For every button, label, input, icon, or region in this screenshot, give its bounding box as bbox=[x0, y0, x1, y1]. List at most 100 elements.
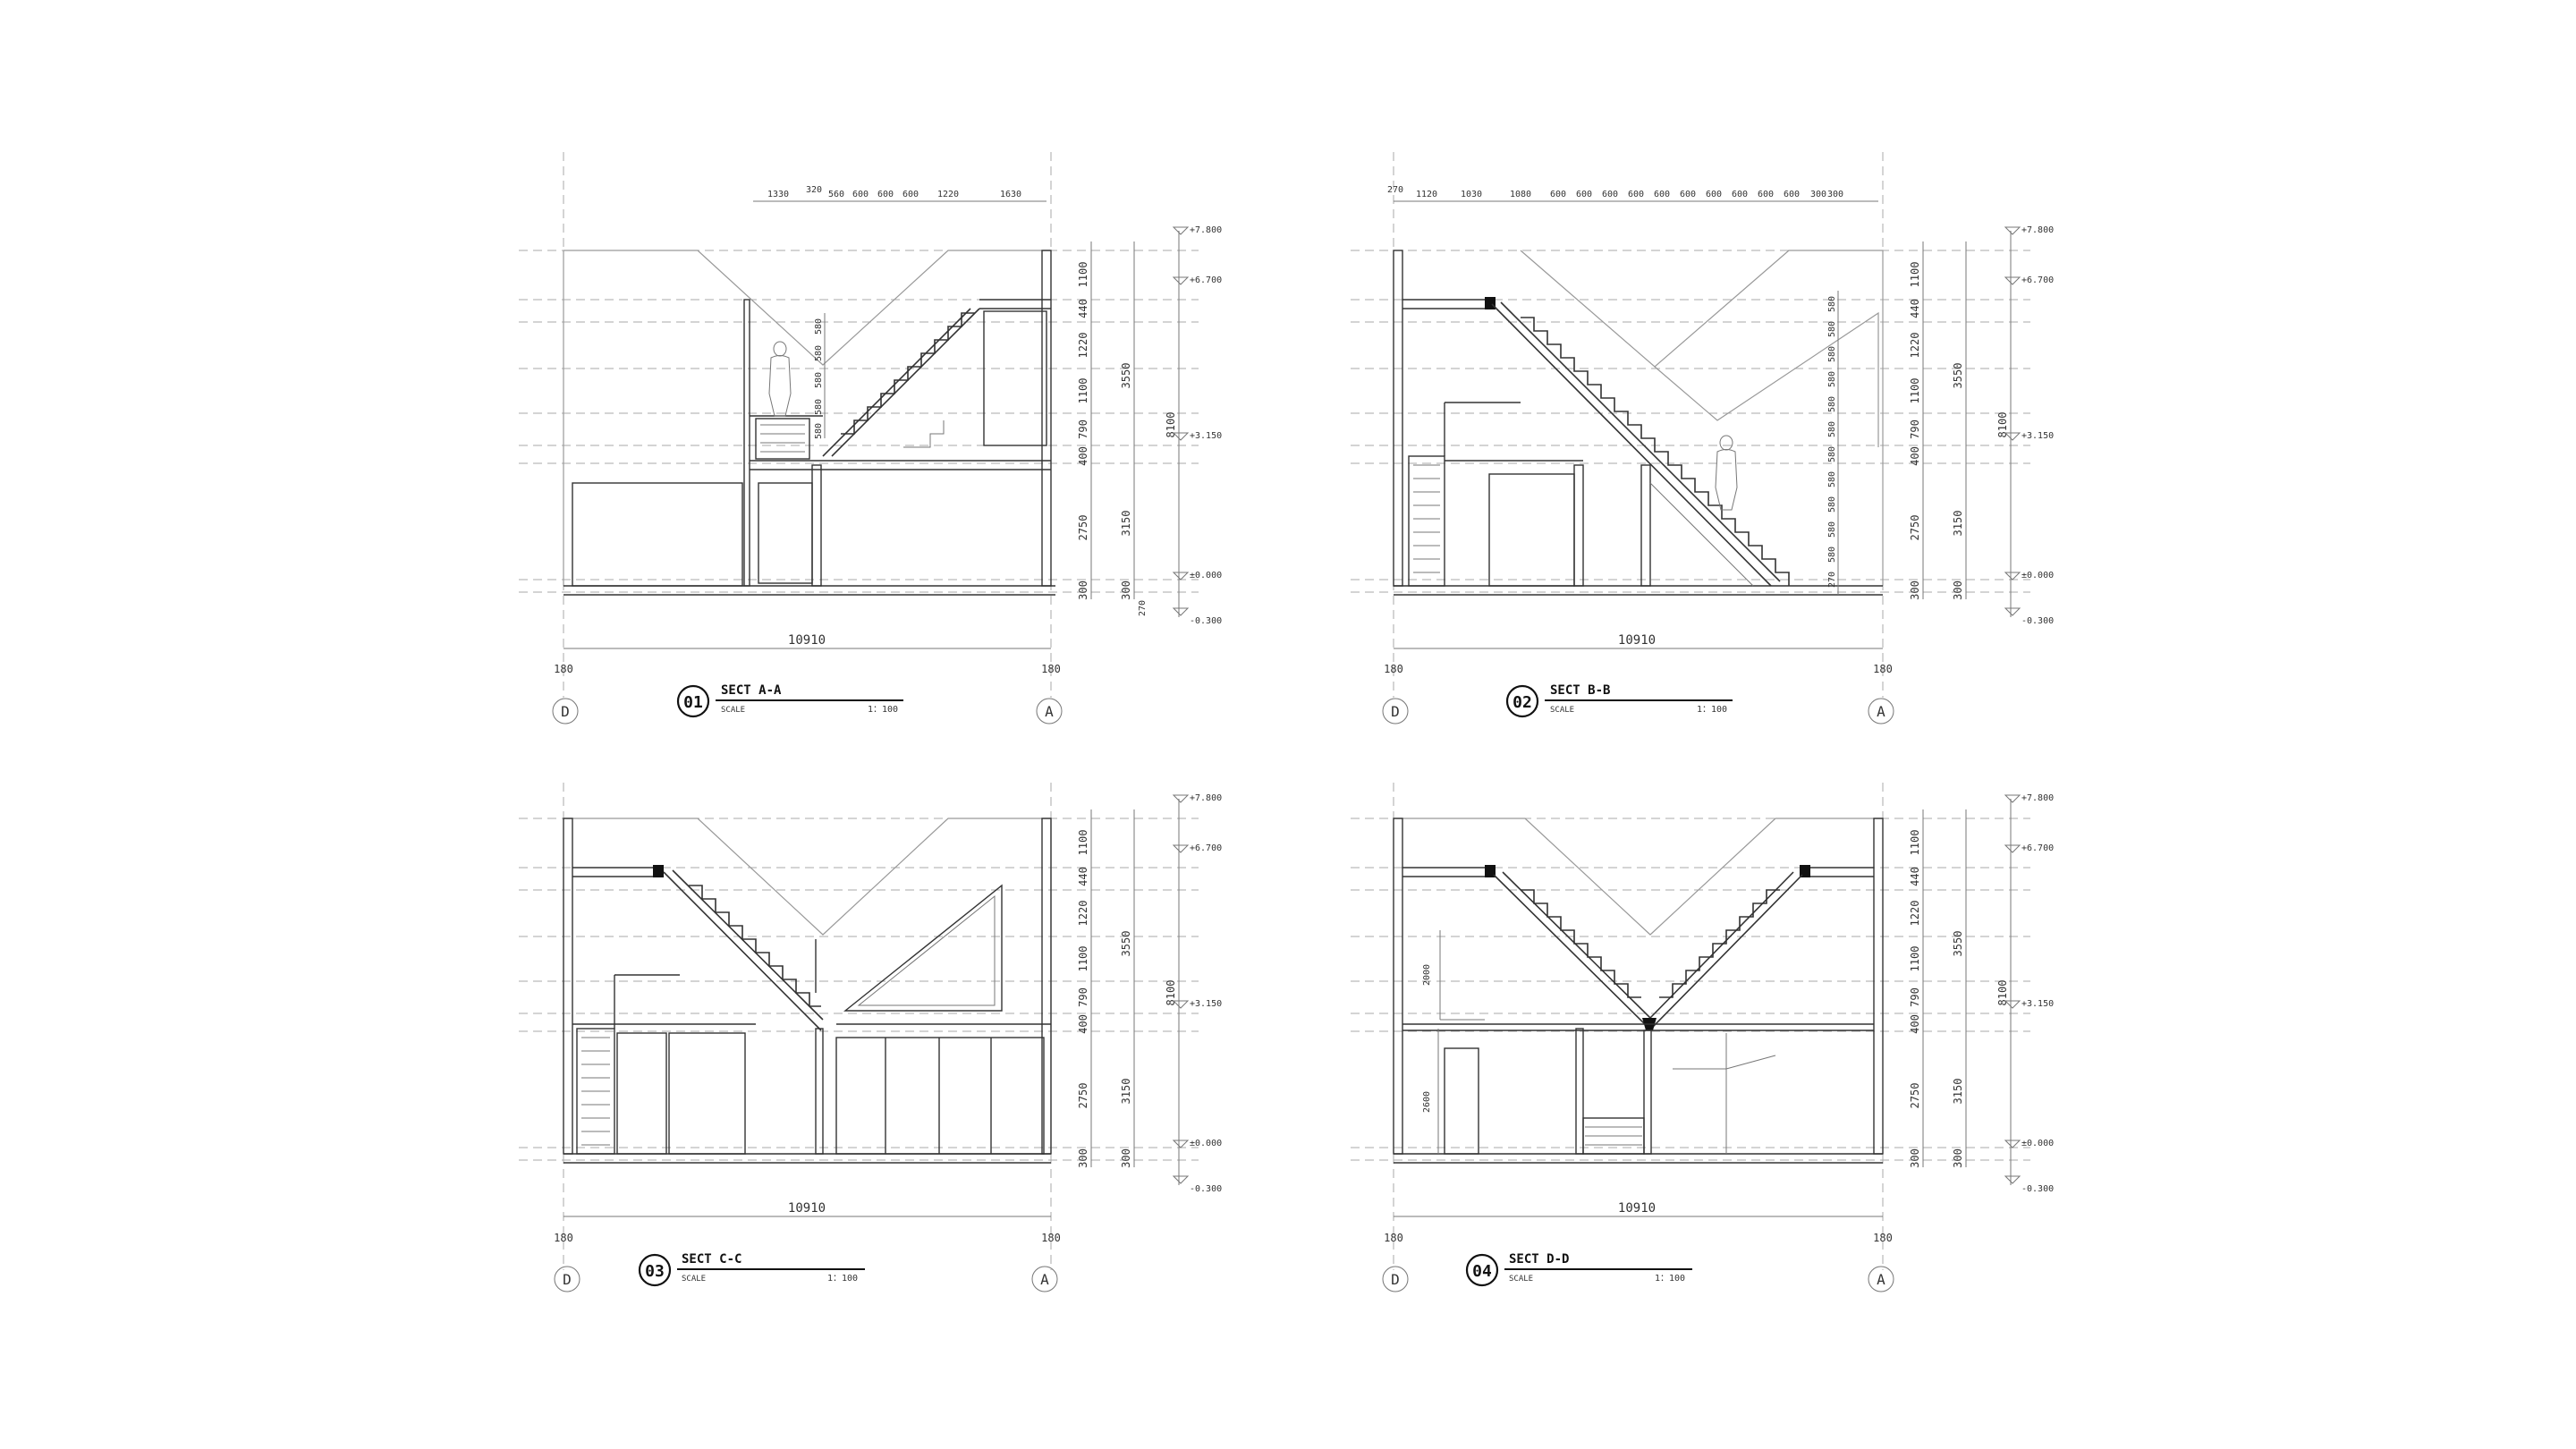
svg-text:580: 580 bbox=[814, 318, 824, 335]
svg-text:580: 580 bbox=[1827, 396, 1837, 412]
svg-text:SCALE: SCALE bbox=[1509, 1275, 1533, 1284]
svg-text:580: 580 bbox=[1827, 547, 1837, 563]
svg-text:300: 300 bbox=[1827, 190, 1843, 199]
building-outline bbox=[563, 818, 1052, 1164]
svg-text:1220: 1220 bbox=[1909, 901, 1921, 927]
svg-text:D: D bbox=[563, 1271, 572, 1288]
svg-text:10910: 10910 bbox=[1618, 633, 1656, 648]
svg-text:+3.150: +3.150 bbox=[1190, 431, 1222, 441]
svg-text:1：100: 1：100 bbox=[1655, 1274, 1685, 1284]
building-outline bbox=[1393, 250, 1884, 596]
svg-text:580: 580 bbox=[1827, 296, 1837, 312]
right-dimensions: 1100 440 1220 1100 790 400 2750 300 3550… bbox=[1909, 231, 2012, 617]
svg-text:2000: 2000 bbox=[1422, 964, 1432, 986]
svg-text:300: 300 bbox=[1952, 580, 1964, 600]
svg-text:2750: 2750 bbox=[1077, 1083, 1089, 1109]
svg-text:1100: 1100 bbox=[1909, 946, 1921, 972]
svg-text:560: 560 bbox=[828, 190, 844, 199]
overall-dimension: 10910 180 180 bbox=[1384, 633, 1893, 675]
svg-text:-0.300: -0.300 bbox=[1190, 1184, 1222, 1194]
svg-text:3150: 3150 bbox=[1120, 1079, 1132, 1105]
svg-text:580: 580 bbox=[1827, 371, 1837, 387]
svg-text:1：100: 1：100 bbox=[868, 705, 898, 715]
svg-text:1220: 1220 bbox=[937, 190, 959, 199]
svg-text:600: 600 bbox=[1576, 190, 1592, 199]
svg-text:A: A bbox=[1040, 1271, 1049, 1288]
svg-text:SCALE: SCALE bbox=[1550, 706, 1574, 715]
stair-dimensions: 580 580 580 580 580 580 580 580 580 580 … bbox=[1827, 291, 1839, 595]
svg-text:SCALE: SCALE bbox=[721, 706, 745, 715]
svg-text:01: 01 bbox=[683, 693, 703, 712]
svg-text:-0.300: -0.300 bbox=[2021, 1184, 2054, 1194]
grid-bubble-d: D bbox=[554, 1266, 580, 1292]
svg-text:300: 300 bbox=[1077, 1148, 1089, 1168]
svg-text:400: 400 bbox=[1909, 1014, 1921, 1034]
svg-text:1120: 1120 bbox=[1416, 190, 1437, 199]
svg-text:D: D bbox=[561, 703, 570, 720]
svg-text:+6.700: +6.700 bbox=[1190, 843, 1222, 853]
svg-text:180: 180 bbox=[554, 1232, 573, 1244]
level-marks: +7.800 +6.700 +3.150 ±0.000 -0.300 bbox=[1172, 793, 1222, 1194]
svg-text:SCALE: SCALE bbox=[682, 1275, 706, 1284]
svg-text:D: D bbox=[1391, 1271, 1400, 1288]
level-lines bbox=[1351, 818, 2030, 1161]
svg-text:SECT A-A: SECT A-A bbox=[721, 683, 782, 698]
svg-text:-0.300: -0.300 bbox=[2021, 616, 2054, 626]
svg-text:600: 600 bbox=[1550, 190, 1566, 199]
svg-text:580: 580 bbox=[814, 423, 824, 439]
svg-text:180: 180 bbox=[1041, 663, 1061, 675]
svg-text:10910: 10910 bbox=[788, 1201, 826, 1216]
svg-text:1220: 1220 bbox=[1077, 333, 1089, 359]
grid-bubble-a: A bbox=[1031, 1266, 1058, 1292]
svg-text:270: 270 bbox=[1827, 572, 1837, 588]
svg-text:1330: 1330 bbox=[767, 190, 789, 199]
svg-text:580: 580 bbox=[1827, 346, 1837, 362]
svg-text:3550: 3550 bbox=[1952, 931, 1964, 957]
svg-text:300: 300 bbox=[1909, 580, 1921, 600]
grid-bubble-a: A bbox=[1868, 698, 1894, 724]
svg-text:180: 180 bbox=[1873, 663, 1893, 675]
svg-text:±0.000: ±0.000 bbox=[2021, 1139, 2054, 1148]
svg-text:580: 580 bbox=[1827, 496, 1837, 513]
overall-dimension: 10910 180 180 bbox=[554, 633, 1061, 675]
svg-text:±0.000: ±0.000 bbox=[1190, 571, 1222, 580]
grid-bubble-d: D bbox=[1382, 1266, 1409, 1292]
svg-text:270: 270 bbox=[1138, 600, 1148, 616]
building-outline: 2000 2600 bbox=[1393, 818, 1884, 1164]
overall-dimension: 10910 180 180 bbox=[554, 1201, 1061, 1244]
svg-text:300: 300 bbox=[1120, 1148, 1132, 1168]
svg-text:A: A bbox=[1045, 703, 1054, 720]
svg-text:+3.150: +3.150 bbox=[2021, 999, 2054, 1009]
svg-text:1：100: 1：100 bbox=[1697, 705, 1727, 715]
svg-text:600: 600 bbox=[1758, 190, 1774, 199]
svg-text:10910: 10910 bbox=[1618, 1201, 1656, 1216]
svg-text:180: 180 bbox=[554, 663, 573, 675]
svg-text:1220: 1220 bbox=[1909, 333, 1921, 359]
svg-text:580: 580 bbox=[814, 345, 824, 361]
section-title-block: 02 SECT B-B SCALE 1：100 bbox=[1505, 683, 1733, 718]
svg-text:320: 320 bbox=[806, 185, 822, 195]
level-marks: +7.800 +6.700 +3.150 ±0.000 -0.300 bbox=[1172, 225, 1222, 626]
svg-text:8100: 8100 bbox=[1996, 980, 2009, 1006]
svg-text:1030: 1030 bbox=[1461, 190, 1482, 199]
svg-text:3550: 3550 bbox=[1120, 363, 1132, 389]
svg-text:04: 04 bbox=[1472, 1262, 1492, 1281]
svg-text:440: 440 bbox=[1077, 867, 1089, 886]
section-title-block: 01 SECT A-A SCALE 1：100 bbox=[676, 683, 903, 718]
svg-text:1100: 1100 bbox=[1077, 946, 1089, 972]
svg-text:400: 400 bbox=[1077, 1014, 1089, 1034]
svg-text:+6.700: +6.700 bbox=[2021, 843, 2054, 853]
svg-text:600: 600 bbox=[1784, 190, 1800, 199]
svg-text:±0.000: ±0.000 bbox=[2021, 571, 2054, 580]
svg-text:±0.000: ±0.000 bbox=[1190, 1139, 1222, 1148]
section-04: 2000 2600 1100 440 1220 1100 790 400 275… bbox=[1351, 783, 2054, 1292]
svg-text:580: 580 bbox=[1827, 421, 1837, 437]
svg-text:600: 600 bbox=[1602, 190, 1618, 199]
grid-bubble-d: D bbox=[1382, 698, 1409, 724]
svg-text:02: 02 bbox=[1513, 693, 1532, 712]
svg-text:790: 790 bbox=[1909, 987, 1921, 1007]
svg-text:580: 580 bbox=[1827, 521, 1837, 538]
section-title-block: 03 SECT C-C SCALE 1：100 bbox=[638, 1252, 865, 1287]
svg-text:8100: 8100 bbox=[1996, 412, 2009, 438]
